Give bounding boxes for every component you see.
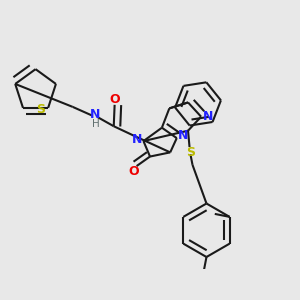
Text: N: N [132,133,142,146]
Text: O: O [109,93,120,106]
Text: N: N [202,110,213,123]
Text: N: N [90,108,100,121]
Text: N: N [178,129,188,142]
Text: O: O [128,165,139,178]
Text: S: S [186,146,195,160]
Text: S: S [36,103,45,116]
Text: H: H [92,119,100,129]
